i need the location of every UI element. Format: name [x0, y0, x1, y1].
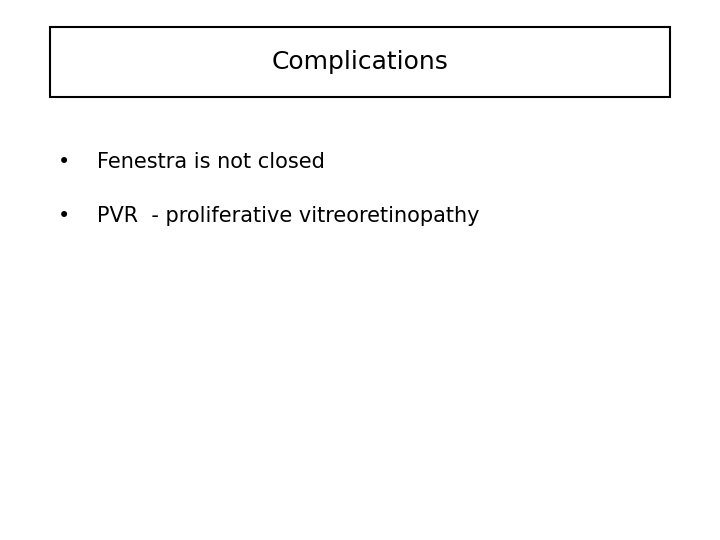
Text: •: • [58, 206, 70, 226]
Text: •: • [58, 152, 70, 172]
Text: Complications: Complications [271, 50, 449, 74]
Text: Fenestra is not closed: Fenestra is not closed [97, 152, 325, 172]
FancyBboxPatch shape [50, 27, 670, 97]
Text: PVR  - proliferative vitreoretinopathy: PVR - proliferative vitreoretinopathy [97, 206, 480, 226]
